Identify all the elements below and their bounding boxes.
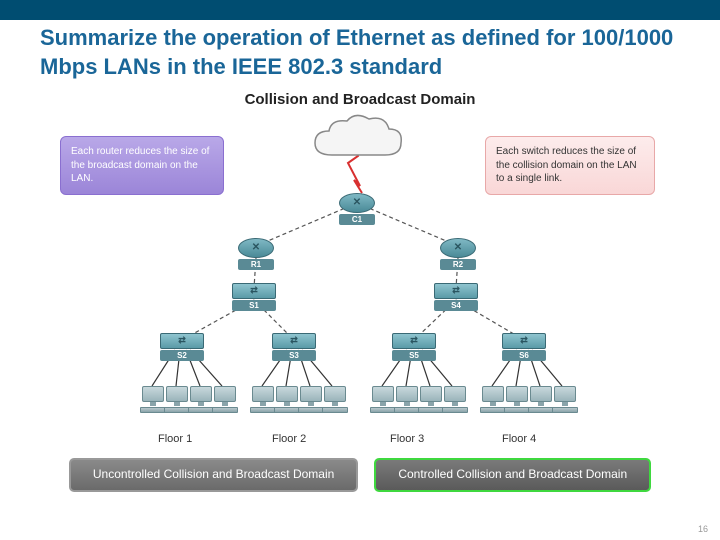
pc-icon <box>250 386 276 416</box>
pc-icon <box>418 386 444 416</box>
domain-buttons: Uncontrolled Collision and Broadcast Dom… <box>0 458 720 492</box>
pc-icon <box>504 386 530 416</box>
floor-3-label: Floor 3 <box>390 433 424 445</box>
pc-icon <box>322 386 348 416</box>
pc-icon <box>370 386 396 416</box>
page-number: 16 <box>698 524 708 534</box>
controlled-button[interactable]: Controlled Collision and Broadcast Domai… <box>374 458 651 492</box>
router-c1: C1 <box>339 193 375 221</box>
switch-s5: S5 <box>392 333 436 363</box>
pc-icon <box>140 386 166 416</box>
floor-1-label: Floor 1 <box>158 433 192 445</box>
slide-title: Summarize the operation of Ethernet as d… <box>0 20 720 89</box>
switch-s1: S1 <box>232 283 276 313</box>
pc-icon <box>212 386 238 416</box>
router-r2: R2 <box>440 238 476 266</box>
cloud-icon <box>307 113 407 168</box>
pc-icon <box>394 386 420 416</box>
switch-s6: S6 <box>502 333 546 363</box>
switch-s2: S2 <box>160 333 204 363</box>
pc-icon <box>274 386 300 416</box>
pc-icon <box>528 386 554 416</box>
floor-4-label: Floor 4 <box>502 433 536 445</box>
uncontrolled-button[interactable]: Uncontrolled Collision and Broadcast Dom… <box>69 458 358 492</box>
switch-s3: S3 <box>272 333 316 363</box>
pc-icon <box>552 386 578 416</box>
pc-icon <box>164 386 190 416</box>
router-r1: R1 <box>238 238 274 266</box>
top-bar <box>0 0 720 20</box>
pc-icon <box>442 386 468 416</box>
network-diagram: Each router reduces the size of the broa… <box>0 108 720 518</box>
pc-icon <box>480 386 506 416</box>
connection-lines <box>0 108 720 518</box>
diagram-subtitle: Collision and Broadcast Domain <box>0 91 720 108</box>
floor-2-label: Floor 2 <box>272 433 306 445</box>
pc-icon <box>298 386 324 416</box>
switch-s4: S4 <box>434 283 478 313</box>
pc-icon <box>188 386 214 416</box>
